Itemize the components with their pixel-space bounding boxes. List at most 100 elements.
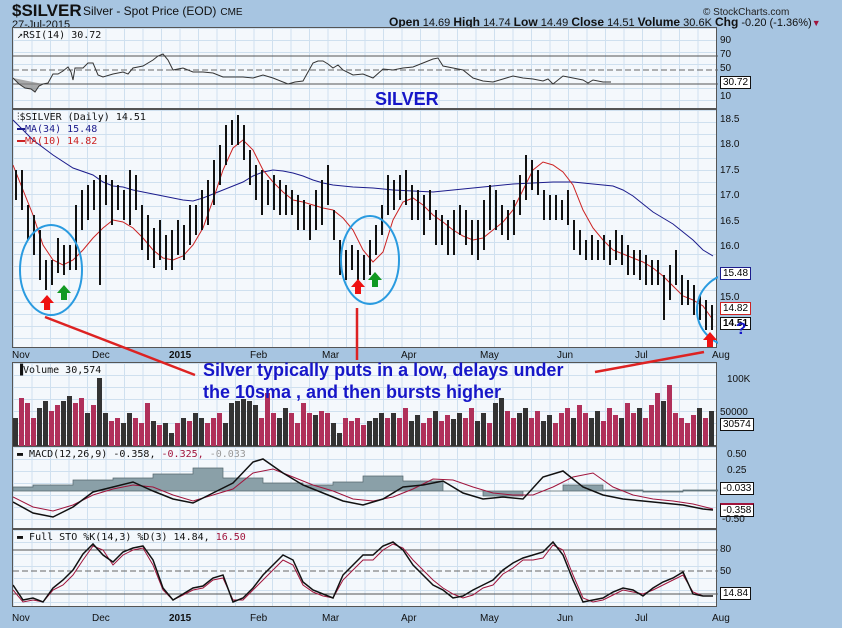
annotation-line-2: the 10sma , and then bursts higher (203, 382, 502, 402)
x-label-may: May (480, 613, 499, 624)
x-label-apr: Apr (401, 613, 417, 624)
macd-hist-value: -0.033 (209, 449, 246, 460)
macd-tick-neg0.50: -0.50 (722, 514, 745, 525)
close-value: 14.51 (607, 17, 635, 29)
open-label: Open (389, 15, 420, 29)
price-legend: ⫶$SILVER (Daily) 14.51 MA(34) 15.48 MA(1… (17, 112, 146, 148)
question-mark: ? (736, 319, 747, 338)
x-label-nov: Nov (12, 350, 30, 361)
ma10-tag: 14.82 (720, 302, 752, 315)
macd-hist-tag: -0.033 (720, 482, 755, 495)
macd-signal-value: -0.325, (161, 449, 204, 460)
volume-value: 30.6K (683, 17, 712, 29)
macd-value: MACD(12,26,9) -0.358, (29, 449, 156, 460)
low-label: Low (513, 15, 538, 29)
close-tag: 14.51 (720, 317, 752, 330)
sto-plot (13, 540, 718, 603)
open-value: 14.69 (422, 17, 451, 29)
sto-k-value: Full STO %K(14,3) %D(3) 14.84, (29, 532, 210, 543)
low-circle-2 (340, 215, 400, 305)
ma34-tag: 15.48 (720, 267, 752, 280)
macd-tag: -0.358 (720, 503, 755, 517)
ma10-label: MA(10) 14.82 (25, 136, 98, 147)
annotation-line-1: Silver typically puts in a low, delays u… (203, 360, 564, 380)
sto-tick-50: 50 (720, 566, 732, 577)
price-tick-17.0: 17.0 (720, 190, 740, 201)
sto-panel: ▬ Full STO %K(14,3) %D(3) 14.84, 16.50 (12, 529, 718, 607)
macd-label: ▬ MACD(12,26,9) -0.358, -0.325, -0.033 (17, 449, 246, 460)
instrument-name: Silver - Spot Price (EOD) CME (83, 4, 243, 18)
x-label-jul: Jul (635, 613, 648, 624)
price-tick-18.0: 18.0 (720, 139, 740, 150)
x-label-aug: Aug (712, 613, 730, 624)
ohlc-bars-icon: ⫶ (17, 112, 20, 123)
sto-tag: 14.84 (720, 587, 752, 600)
x-label-feb: Feb (250, 613, 268, 624)
volume-tick-100k: 100K (727, 374, 751, 385)
low-value: 14.49 (540, 17, 569, 29)
rsi-label: ↗RSI(14) 30.72 (17, 30, 101, 41)
x-label-aug: Aug (712, 350, 730, 361)
x-label-may: May (480, 350, 499, 361)
x-label-nov: Nov (12, 613, 30, 624)
price-label: $SILVER (Daily) 14.51 (19, 112, 146, 123)
volume-label-text: Volume 30,574 (23, 365, 102, 376)
ohlc-summary: Open 14.69 High 14.74 Low 14.49 Close 14… (389, 15, 821, 29)
macd-line-icon: ▬ (17, 449, 30, 460)
price-tick-16.0: 16.0 (720, 241, 740, 252)
macd-tick-0.25: 0.25 (727, 465, 747, 476)
chg-value: -0.20 (-1.36%) (741, 17, 812, 29)
price-legend-main: ⫶$SILVER (Daily) 14.51 (17, 112, 146, 124)
silver-title: SILVER (375, 89, 439, 109)
macd-tick-0.50: 0.50 (727, 449, 747, 460)
high-label: High (453, 15, 480, 29)
volume-tick-50000: 50000 (720, 407, 748, 418)
x-label-jul: Jul (635, 350, 648, 361)
volume-label: Volume (637, 15, 681, 29)
x-label-feb: Feb (250, 350, 268, 361)
sto-tick-80: 80 (720, 544, 732, 555)
x-label-jun: Jun (557, 613, 574, 624)
volume-label: ▐Volume 30,574 (17, 365, 101, 376)
high-value: 14.74 (483, 17, 511, 29)
volume-plot (13, 378, 714, 447)
symbol: $SILVER (12, 1, 82, 20)
rsi-tick-70: 70 (720, 49, 732, 60)
rsi-label-text: RSI(14) 30.72 (23, 30, 102, 41)
rsi-value-tag: 30.72 (720, 76, 752, 89)
x-label-2015: 2015 (169, 613, 192, 624)
bottom-x-axis: Nov Dec 2015 Feb Mar Apr May Jun Jul Aug (12, 613, 730, 625)
rsi-tick-90: 90 (720, 35, 732, 46)
x-label-jun: Jun (557, 350, 574, 361)
ma34-legend: MA(34) 15.48 (17, 124, 146, 136)
price-tick-18.5: 18.5 (720, 114, 740, 125)
rsi-plot (13, 53, 718, 93)
low-circle-3 (696, 276, 718, 344)
rsi-icon: ↗ (17, 30, 24, 41)
rsi-tick-50: 50 (720, 63, 732, 74)
rsi-panel: ↗RSI(14) 30.72 SILVER (12, 27, 718, 109)
sto-line-icon: ▬ (17, 532, 30, 543)
x-label-2015: 2015 (169, 350, 192, 361)
x-label-dec: Dec (92, 350, 110, 361)
x-label-dec: Dec (92, 613, 110, 624)
volume-bars-icon: ▐ (17, 365, 24, 376)
x-label-mar: Mar (322, 613, 340, 624)
volume-panel: ▐Volume 30,574 Silver typically puts in … (12, 360, 717, 447)
price-tick-15.0: 15.0 (720, 292, 740, 303)
low-circle-1 (19, 224, 83, 316)
copyright: © StockCharts.com (703, 7, 790, 18)
instrument-title: Silver - Spot Price (EOD) (83, 4, 217, 18)
ma34-label: MA(34) 15.48 (25, 124, 98, 135)
chg-label: Chg (714, 15, 739, 29)
rsi-tick-10: 10 (720, 91, 732, 102)
price-panel: ⫶$SILVER (Daily) 14.51 MA(34) 15.48 MA(1… (12, 109, 746, 348)
close-label: Close (571, 15, 604, 29)
price-tick-16.5: 16.5 (720, 216, 740, 227)
down-triangle-icon: ▼ (811, 18, 821, 28)
x-label-apr: Apr (401, 350, 417, 361)
price-tick-17.5: 17.5 (720, 165, 740, 176)
sto-d-value: 16.50 (215, 532, 246, 543)
price-plot (13, 115, 718, 347)
volume-tag: 30574 (720, 418, 754, 431)
